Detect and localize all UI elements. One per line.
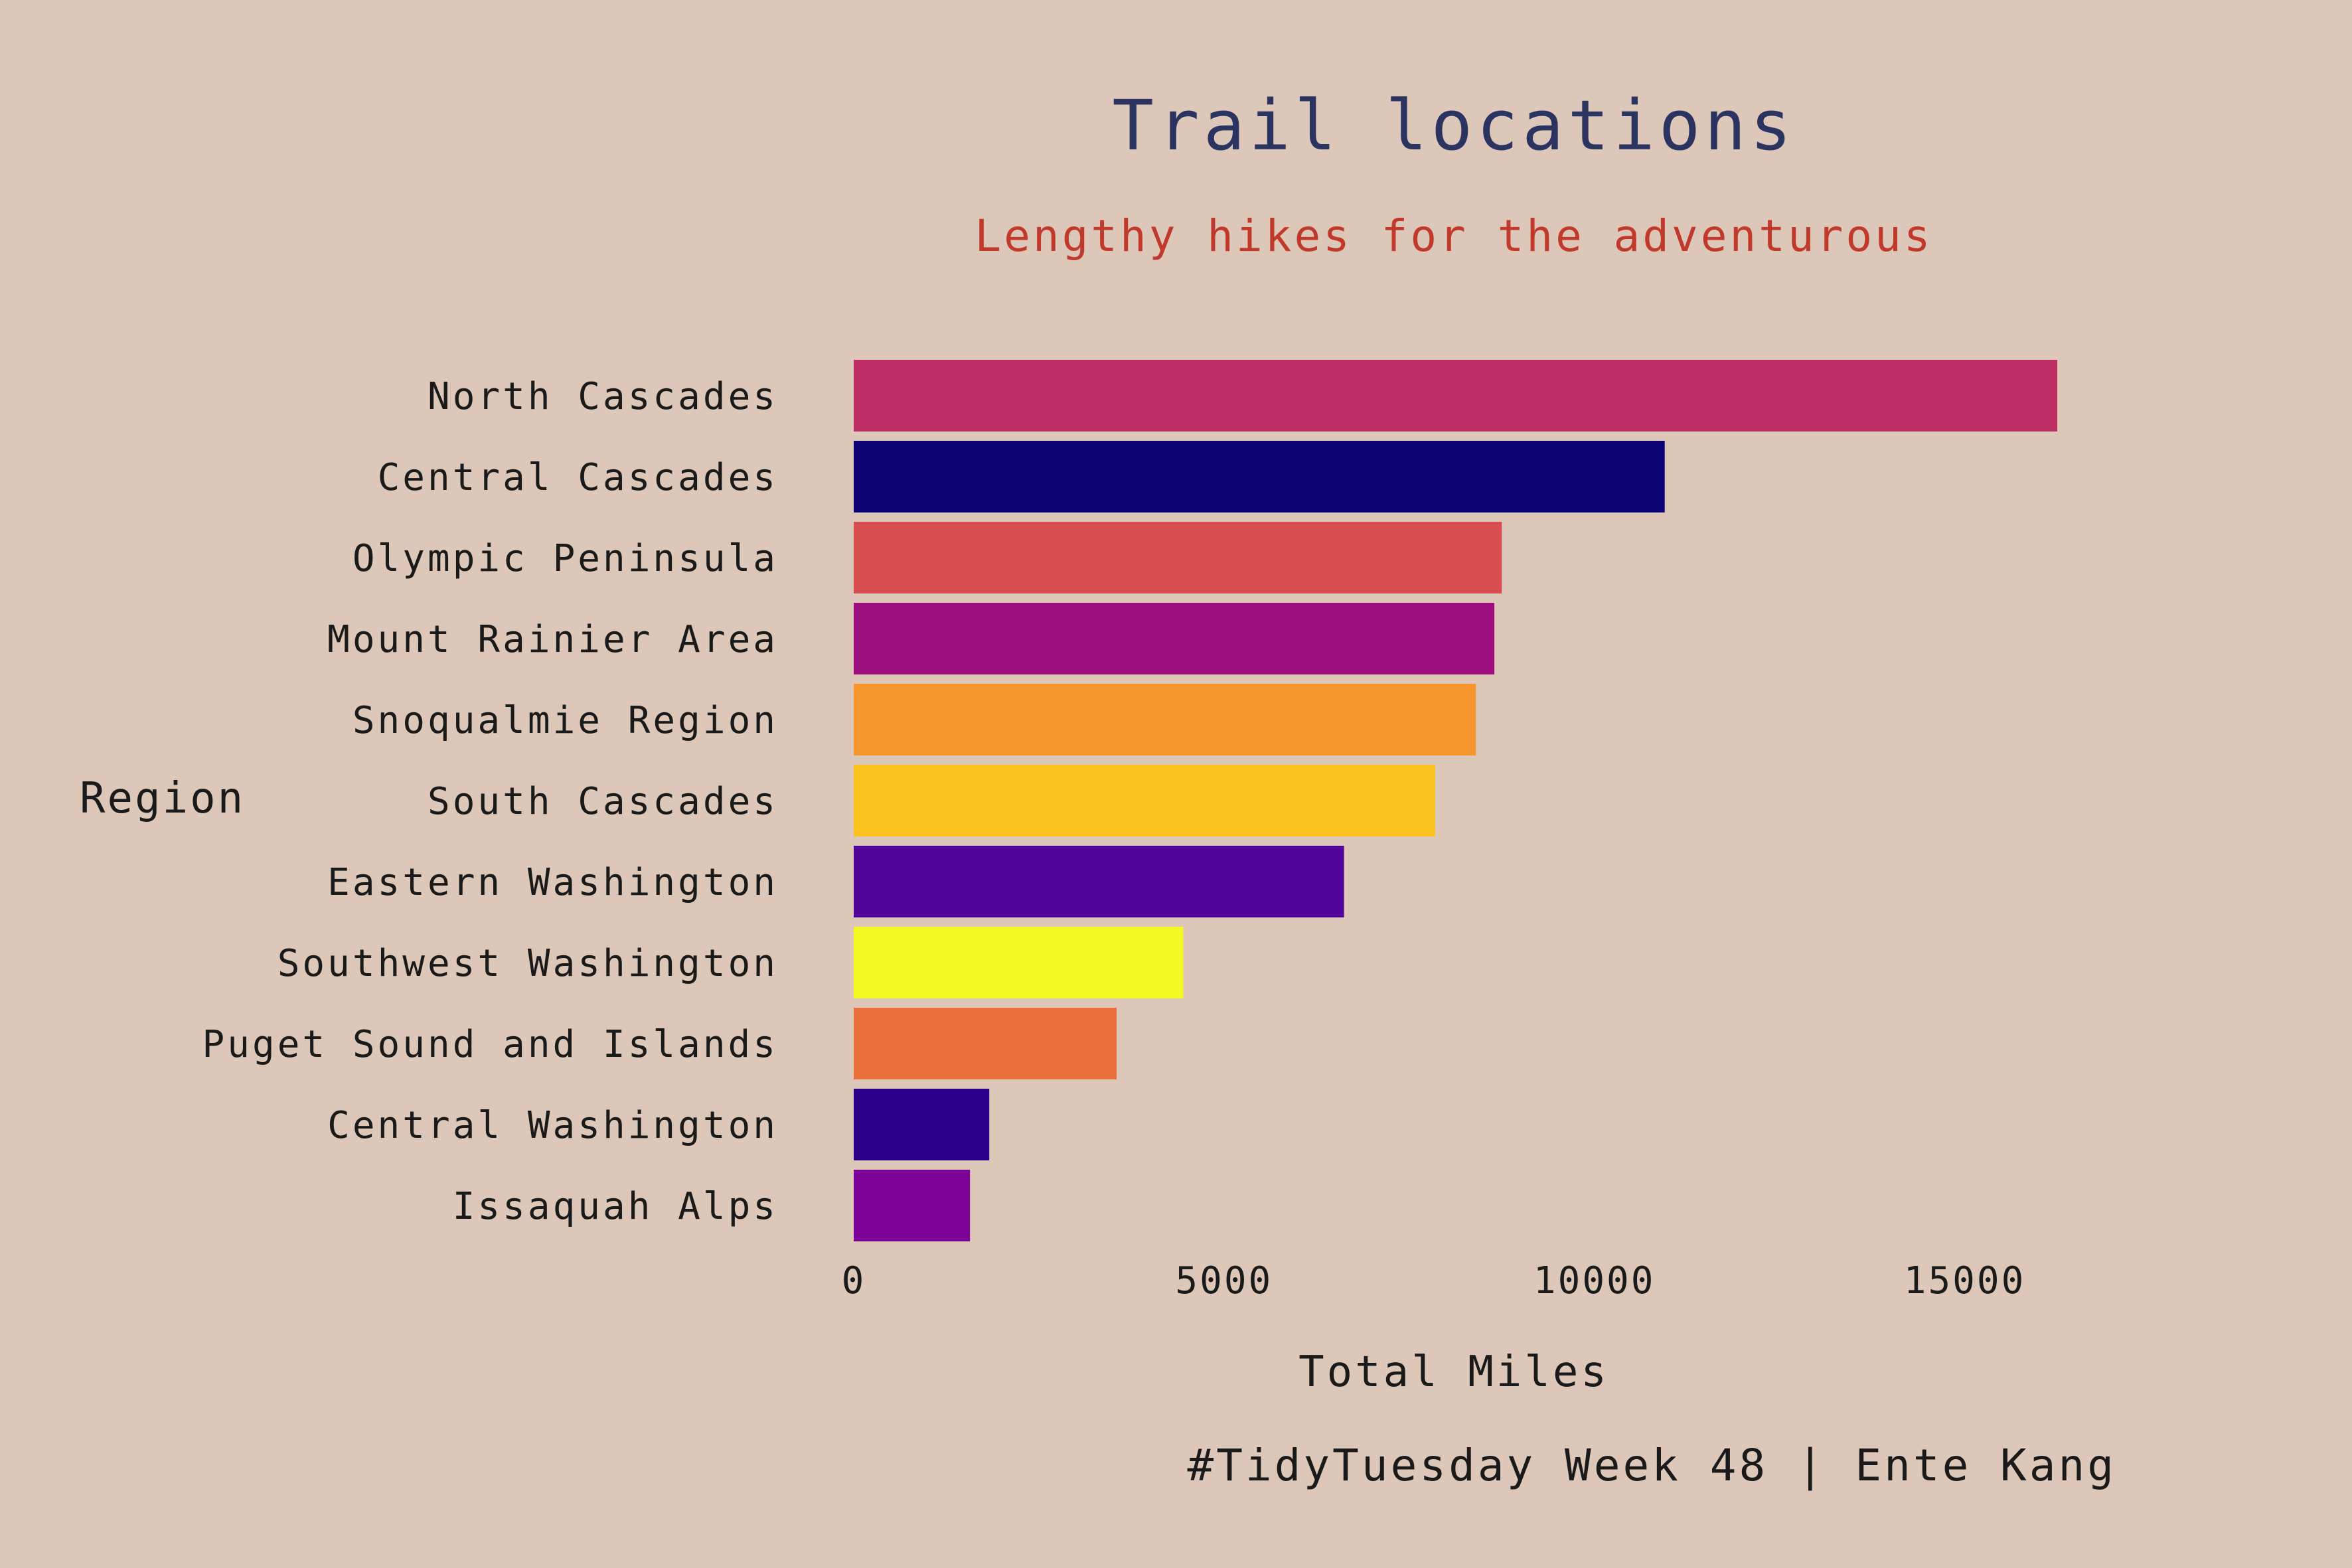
bar <box>854 927 1184 998</box>
bars <box>854 360 2057 1241</box>
category-label: Olympic Peninsula <box>353 537 778 580</box>
x-axis-label: Total Miles <box>1298 1348 1609 1397</box>
category-label: Central Washington <box>327 1104 778 1147</box>
category-label: Mount Rainier Area <box>327 618 778 661</box>
bar <box>854 1089 990 1160</box>
chart-subtitle: Lengthy hikes for the adventurous <box>975 210 1932 262</box>
category-label: North Cascades <box>428 375 778 418</box>
bar <box>854 684 1476 755</box>
x-axis-ticks: 0 5000 10000 15000 <box>842 1259 2026 1302</box>
category-label: Puget Sound and Islands <box>202 1023 778 1066</box>
bar <box>854 1008 1117 1079</box>
category-labels: North Cascades Central Cascades Olympic Pe… <box>202 375 778 1228</box>
chart-caption: #TidyTuesday Week 48 | Ente Kang <box>1187 1440 2116 1491</box>
x-tick-label: 10000 <box>1533 1259 1656 1302</box>
y-axis-label: Region <box>80 774 245 823</box>
category-label: Central Cascades <box>378 456 778 499</box>
bar <box>854 441 1665 512</box>
x-tick-label: 5000 <box>1175 1259 1273 1302</box>
category-label: Eastern Washington <box>327 861 778 904</box>
x-tick-label: 0 <box>842 1259 866 1302</box>
category-label: Snoqualmie Region <box>353 699 778 742</box>
bar <box>854 360 2057 431</box>
category-label: South Cascades <box>428 780 778 823</box>
bar <box>854 522 1502 593</box>
bar <box>854 846 1344 917</box>
x-tick-label: 15000 <box>1904 1259 2026 1302</box>
category-label: Issaquah Alps <box>453 1185 778 1228</box>
bar <box>854 1170 971 1241</box>
bar <box>854 765 1435 836</box>
bar <box>854 603 1495 674</box>
chart-title: Trail locations <box>1112 85 1795 166</box>
category-label: Southwest Washington <box>277 942 778 985</box>
